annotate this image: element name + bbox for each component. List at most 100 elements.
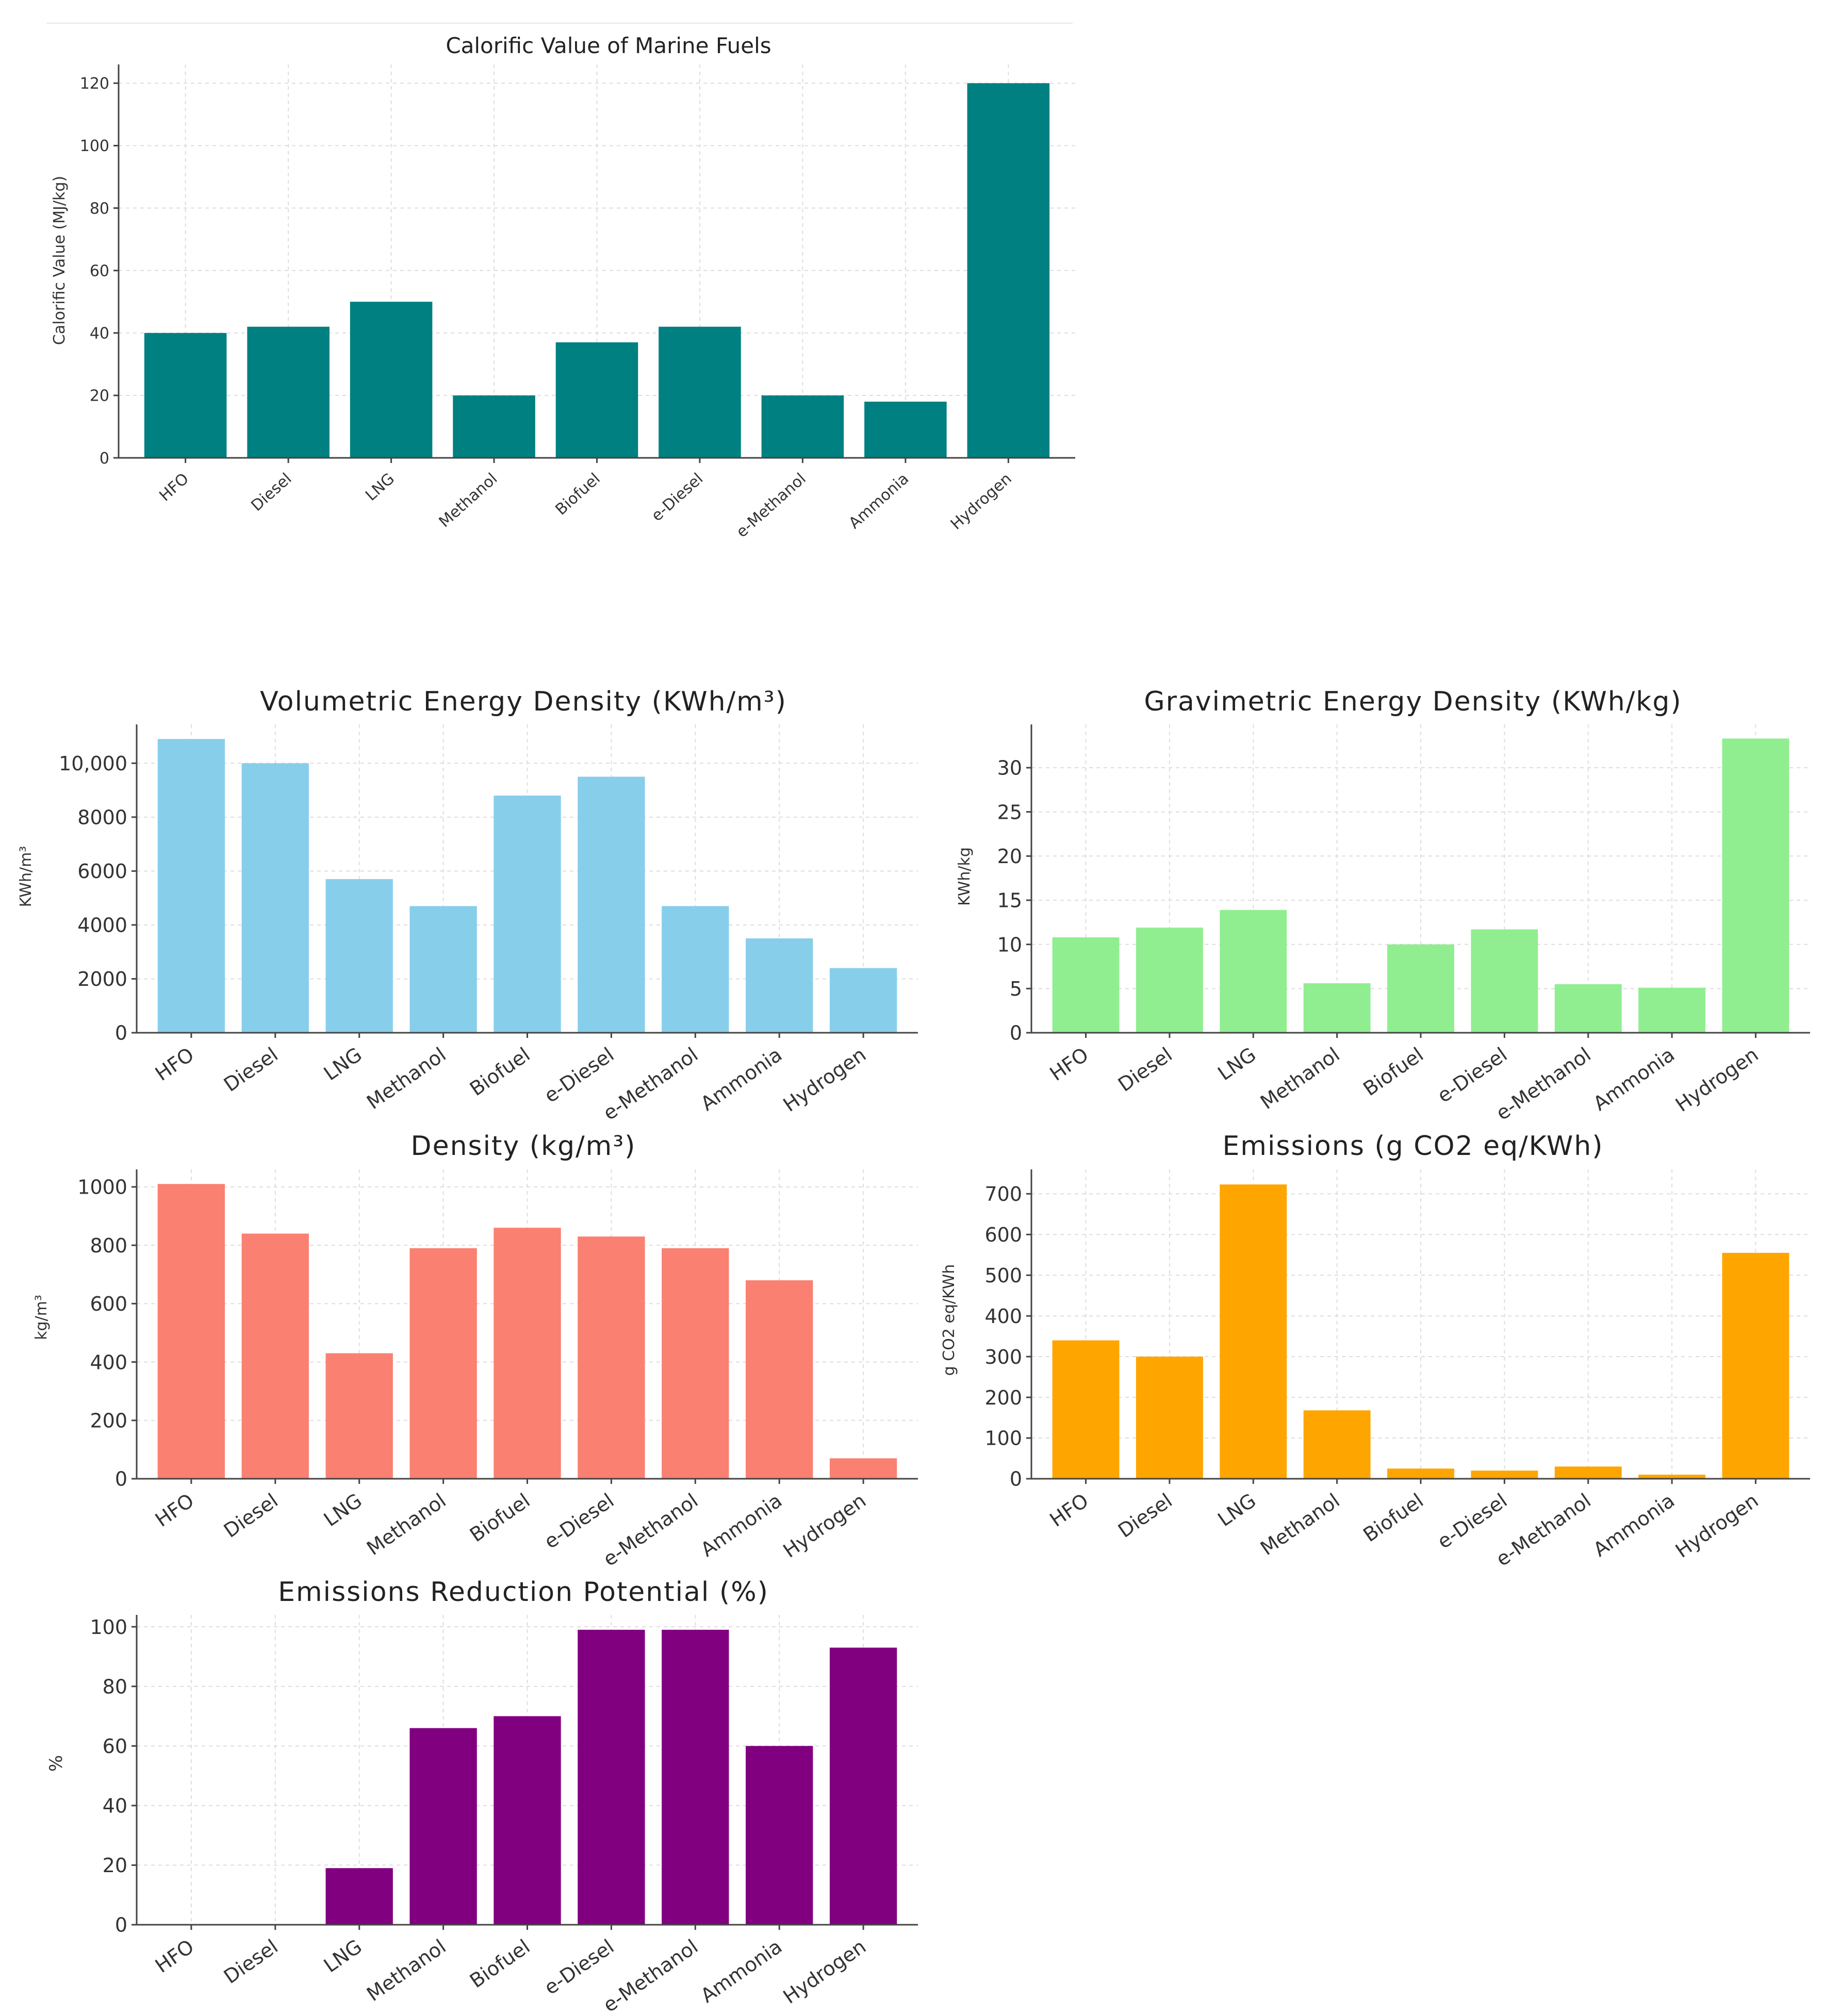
bar-biofuel bbox=[1387, 1468, 1454, 1479]
bar-hydrogen bbox=[1722, 738, 1789, 1033]
x-tick-label: Hydrogen bbox=[779, 1935, 870, 2008]
y-tick-label: 40 bbox=[103, 1795, 127, 1817]
y-tick-label: 600 bbox=[984, 1224, 1022, 1246]
x-tick-label: Methanol bbox=[363, 1489, 450, 1560]
bar-ammonia bbox=[864, 402, 947, 458]
bar-lng bbox=[1220, 910, 1287, 1033]
bar-biofuel bbox=[494, 796, 561, 1033]
bar-e-methanol bbox=[662, 1629, 729, 1925]
x-tick-label: Diesel bbox=[220, 1935, 282, 1988]
bar-biofuel bbox=[1387, 944, 1454, 1033]
bar-methanol bbox=[1303, 1410, 1371, 1479]
bar-diesel bbox=[247, 326, 330, 458]
bar-lng bbox=[325, 1868, 393, 1925]
calorific-value-chart: Calorific Value of Marine Fuels Calorifi… bbox=[51, 33, 1075, 541]
bar-methanol bbox=[453, 395, 535, 458]
x-tick-label: LNG bbox=[320, 1489, 366, 1531]
y-tick-label: 80 bbox=[103, 1675, 127, 1698]
x-tick-label: Methanol bbox=[1256, 1489, 1344, 1560]
x-tick-label: Hydrogen bbox=[947, 470, 1015, 534]
emissions-reduction-potential-chart: Emissions Reduction Potential (%) % 0 20 4… bbox=[46, 1577, 918, 2016]
bar-methanol bbox=[1303, 983, 1371, 1033]
x-tick-label: Biofuel bbox=[466, 1935, 534, 1992]
y-axis-label: KWh/kg bbox=[956, 847, 974, 906]
x-tick-label: Hydrogen bbox=[1671, 1043, 1763, 1116]
x-tick-label: e-Diesel bbox=[540, 1489, 618, 1553]
x-tick-label: Biofuel bbox=[1359, 1043, 1427, 1100]
y-tick-label: 0 bbox=[115, 1468, 127, 1491]
x-tick-label: e-Diesel bbox=[1433, 1489, 1511, 1553]
y-axis-label: KWh/m³ bbox=[17, 846, 35, 907]
chart-title: Volumetric Energy Density (KWh/m³) bbox=[260, 686, 787, 717]
y-tick-label: 0 bbox=[115, 1022, 127, 1045]
y-tick-label: 400 bbox=[90, 1351, 127, 1374]
chart-title: Gravimetric Energy Density (KWh/kg) bbox=[1144, 686, 1682, 717]
y-tick-label: 0 bbox=[100, 450, 109, 468]
bar-diesel bbox=[241, 1233, 309, 1479]
y-axis-label: Calorific Value (MJ/kg) bbox=[51, 176, 69, 345]
bar-hydrogen bbox=[829, 968, 897, 1033]
y-tick-label: 2000 bbox=[77, 968, 127, 990]
y-tick-label: 80 bbox=[90, 200, 109, 218]
volumetric-energy-density-chart: Volumetric Energy Density (KWh/m³) KWh/m… bbox=[17, 686, 918, 1125]
bar-diesel bbox=[1136, 928, 1203, 1033]
bar-hfo bbox=[157, 739, 225, 1033]
x-tick-label: Ammonia bbox=[697, 1043, 786, 1115]
bar-ammonia bbox=[746, 1280, 813, 1479]
y-axis-label: g CO2 eq/KWh bbox=[940, 1264, 958, 1376]
bar-methanol bbox=[409, 906, 477, 1033]
bar-e-diesel bbox=[1471, 929, 1538, 1033]
x-tick-label: Diesel bbox=[1114, 1489, 1176, 1542]
y-tick-label: 120 bbox=[80, 75, 109, 93]
bar-biofuel bbox=[555, 342, 638, 458]
x-tick-label: HFO bbox=[1046, 1043, 1093, 1085]
bar-e-diesel bbox=[659, 326, 741, 458]
x-tick-label: Ammonia bbox=[697, 1489, 786, 1561]
x-tick-label: Diesel bbox=[220, 1489, 282, 1542]
x-tick-label: Methanol bbox=[436, 470, 501, 531]
bar-hfo bbox=[144, 333, 227, 458]
x-tick-label: LNG bbox=[1213, 1043, 1260, 1085]
x-tick-label: e-Diesel bbox=[1433, 1043, 1511, 1107]
x-tick-label: LNG bbox=[320, 1935, 366, 1977]
x-tick-label: e-Methanol bbox=[1492, 1489, 1595, 1571]
y-axis-label: kg/m³ bbox=[32, 1295, 51, 1340]
bar-lng bbox=[350, 302, 433, 458]
bar-diesel bbox=[1136, 1357, 1203, 1479]
chart-title: Calorific Value of Marine Fuels bbox=[446, 33, 771, 58]
y-tick-label: 300 bbox=[984, 1346, 1022, 1368]
x-tick-label: e-Methanol bbox=[599, 1489, 702, 1571]
y-tick-label: 0 bbox=[1010, 1468, 1022, 1491]
emissions-chart: Emissions (g CO2 eq/KWh) g CO2 eq/KWh 0 1… bbox=[940, 1131, 1810, 1571]
y-tick-label: 400 bbox=[984, 1305, 1022, 1328]
y-tick-label: 0 bbox=[115, 1914, 127, 1937]
y-tick-label: 30 bbox=[997, 757, 1022, 780]
y-tick-label: 15 bbox=[997, 889, 1022, 912]
bar-biofuel bbox=[494, 1716, 561, 1925]
x-tick-label: e-Methanol bbox=[1492, 1043, 1595, 1125]
x-tick-label: e-Methanol bbox=[599, 1043, 702, 1125]
bar-ammonia bbox=[1638, 1475, 1706, 1479]
bar-lng bbox=[325, 879, 393, 1033]
bar-hydrogen bbox=[829, 1647, 897, 1925]
x-tick-label: e-Diesel bbox=[648, 470, 707, 525]
bar-hydrogen bbox=[829, 1458, 897, 1479]
y-tick-label: 200 bbox=[984, 1386, 1022, 1409]
x-tick-label: Diesel bbox=[248, 470, 295, 515]
x-tick-label: Ammonia bbox=[846, 470, 913, 533]
y-tick-label: 100 bbox=[984, 1427, 1022, 1450]
x-tick-label: Diesel bbox=[1114, 1043, 1176, 1096]
bar-methanol bbox=[409, 1728, 477, 1925]
bar-hfo bbox=[1052, 1340, 1120, 1479]
x-tick-label: Biofuel bbox=[552, 470, 603, 519]
x-tick-label: HFO bbox=[151, 1935, 198, 1977]
x-tick-label: HFO bbox=[151, 1043, 198, 1085]
bar-e-methanol bbox=[761, 395, 844, 458]
bar-ammonia bbox=[1638, 987, 1706, 1033]
x-tick-label: HFO bbox=[151, 1489, 198, 1531]
x-tick-label: Biofuel bbox=[1359, 1489, 1427, 1546]
x-tick-label: Biofuel bbox=[466, 1489, 534, 1546]
y-tick-label: 200 bbox=[90, 1409, 127, 1432]
y-tick-label: 60 bbox=[90, 262, 109, 280]
bar-e-diesel bbox=[578, 1629, 645, 1925]
